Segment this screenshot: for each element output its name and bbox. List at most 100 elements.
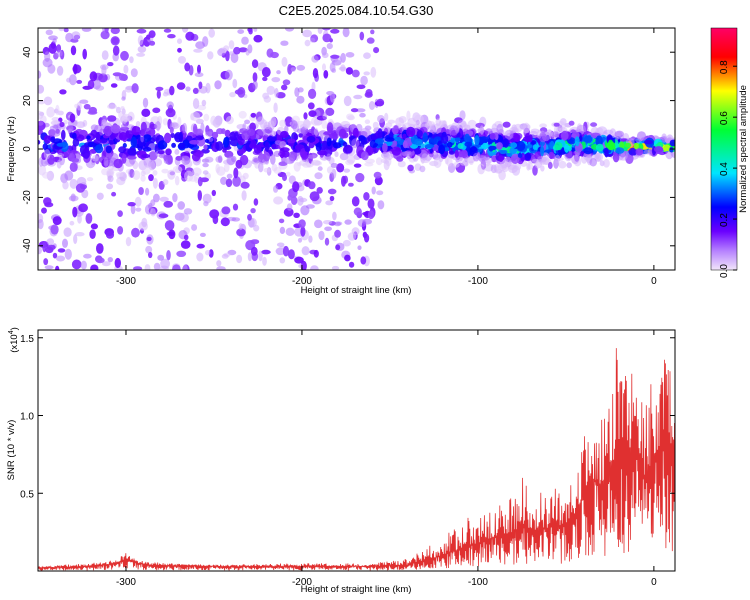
spectrogram-cell <box>504 129 514 140</box>
spectrogram-cell <box>401 151 411 157</box>
spectrogram-cell <box>330 91 336 103</box>
spectrogram-cell <box>373 171 382 179</box>
spectrogram-cell <box>250 112 257 118</box>
spectrogram-cell <box>197 64 201 75</box>
spectrogram-cell <box>77 214 82 224</box>
spectrogram-cell <box>153 262 161 270</box>
spectrogram-cell <box>635 148 644 156</box>
spectrogram-cell <box>252 80 258 90</box>
spectrogram-cell <box>205 250 211 256</box>
spectrogram-cell <box>287 249 295 260</box>
spectrogram-cell <box>59 121 65 128</box>
spectrogram-cell <box>216 266 226 270</box>
spectrogram-cell <box>531 158 540 163</box>
spectrogram-cell <box>141 108 151 118</box>
spectrogram-cell <box>367 210 375 220</box>
spectrogram-cell <box>121 153 127 164</box>
spectrogram-cell <box>364 162 374 167</box>
spectrogram-cell <box>273 150 281 157</box>
spectrogram-cell <box>338 66 347 71</box>
spectrogram-cell <box>130 68 138 78</box>
spectrogram-cell <box>55 255 66 262</box>
spectrogram-cell <box>290 67 296 72</box>
spectrogram-cell <box>360 139 368 145</box>
spectrogram-cell <box>50 128 61 137</box>
spectrogram-cell <box>503 138 509 148</box>
spectrogram-cell <box>633 142 639 150</box>
spectrogram-cell <box>193 125 198 135</box>
spectrogram-cell <box>310 265 319 270</box>
spectrogram-y-tick-label: -40 <box>22 238 33 253</box>
spectrogram-cell <box>274 140 282 146</box>
spectrogram-cell <box>61 129 66 140</box>
spectrogram-cell <box>264 141 270 152</box>
spectrogram-cell <box>324 237 330 246</box>
spectrogram-cell <box>459 110 466 121</box>
spectrogram-cell <box>114 257 122 269</box>
spectrogram-cell <box>153 193 160 203</box>
spectrogram-cell <box>365 158 375 164</box>
spectrogram-cell <box>146 236 152 242</box>
spectrogram-cell <box>376 190 384 196</box>
spectrogram-cell <box>628 147 638 156</box>
spectrogram-cell <box>141 165 151 175</box>
spectrogram-cell <box>355 108 366 113</box>
spectrogram-cell <box>553 122 560 127</box>
spectrogram-cell <box>171 142 177 148</box>
spectrogram-cell <box>236 228 246 237</box>
spectrogram-cell <box>115 171 124 177</box>
spectrogram-cell <box>142 146 152 152</box>
spectrogram-cell <box>270 153 276 165</box>
spectrogram-cell <box>253 157 259 163</box>
spectrogram-cell <box>199 232 206 237</box>
spectrogram-cell <box>317 166 323 171</box>
spectrogram-cell <box>340 52 346 63</box>
spectrogram-y-tick-label: -20 <box>22 190 33 205</box>
spectrogram-cell <box>214 80 222 90</box>
spectrogram-cell <box>532 144 538 150</box>
spectrogram-cell <box>52 216 62 226</box>
spectrogram-cell <box>406 110 411 121</box>
spectrogram-cell <box>522 122 530 134</box>
spectrogram-cell <box>110 134 116 140</box>
snr-x-tick-label: -100 <box>468 577 488 588</box>
spectrogram-cell <box>232 78 238 89</box>
snr-x-tick-label: 0 <box>651 577 657 588</box>
spectrogram-cell <box>176 82 186 90</box>
spectrogram-cell <box>220 128 226 135</box>
spectrogram-cell <box>274 87 279 98</box>
spectrogram-cell <box>145 187 150 196</box>
spectrogram-cell <box>450 137 456 143</box>
spectrogram-cell <box>167 154 173 165</box>
spectrogram-cell <box>194 72 204 78</box>
spectrogram-cell <box>117 210 123 218</box>
spectrogram-cell <box>46 238 55 246</box>
spectrogram-cell <box>300 205 310 216</box>
spectrogram-cell <box>407 164 414 172</box>
spectrogram-cell <box>59 89 67 95</box>
spectrogram-cell <box>302 29 312 38</box>
spectrogram-cell <box>370 29 375 35</box>
spectrogram-cell <box>175 155 183 161</box>
spectrogram-cell <box>568 120 575 126</box>
spectrogram-cell <box>251 59 259 68</box>
spectrogram-cell <box>165 108 176 118</box>
spectrogram-cell <box>589 158 597 167</box>
spectrogram-cell <box>135 207 142 212</box>
spectrogram-cell <box>238 223 243 231</box>
spectrogram-cell <box>457 143 464 149</box>
spectrogram-cell <box>127 202 136 207</box>
spectrogram-cell <box>343 168 351 173</box>
spectrogram-cell <box>46 244 56 251</box>
spectrogram-cell <box>70 45 77 56</box>
spectrogram-cell <box>225 50 230 62</box>
spectrogram-cell <box>137 35 144 46</box>
spectrogram-cell <box>433 157 442 169</box>
spectrogram-cell <box>266 85 276 95</box>
spectrogram-y-ticks: -40 -20 0 20 40 <box>22 46 675 253</box>
spectrogram-cell <box>402 140 408 149</box>
spectrogram-cell <box>56 142 67 147</box>
spectrogram-cell <box>135 121 141 127</box>
spectrogram-cell <box>191 224 198 231</box>
spectrogram-cell <box>131 227 140 238</box>
